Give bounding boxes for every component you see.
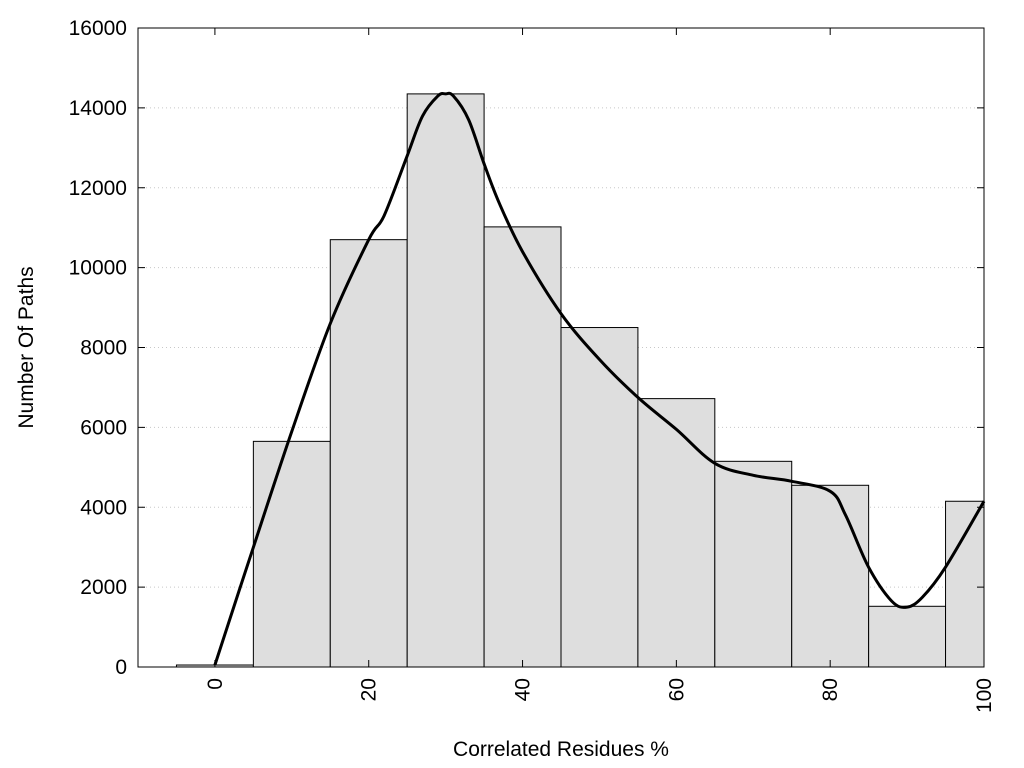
x-axis-title: Correlated Residues % xyxy=(453,738,669,761)
bars xyxy=(175,93,985,668)
histogram-bar xyxy=(868,605,947,668)
y-tick-label: 8000 xyxy=(80,337,127,360)
histogram-bar xyxy=(560,327,639,668)
x-axis-ticks: 0 20 40 60 80 100 xyxy=(204,28,996,713)
histogram-bar xyxy=(637,398,716,668)
x-tick-label: 60 xyxy=(665,678,688,701)
histogram-bar xyxy=(406,93,485,668)
histogram-bar xyxy=(329,239,408,668)
histogram-bar xyxy=(714,460,793,668)
density-curve-line xyxy=(213,91,986,666)
y-tick-label: 6000 xyxy=(80,416,127,439)
x-tick-label: 40 xyxy=(512,678,535,701)
y-tick-label: 12000 xyxy=(69,177,127,200)
x-tick-label: 20 xyxy=(358,678,381,701)
histogram-bar xyxy=(791,484,870,668)
y-tick-label: 10000 xyxy=(69,257,127,280)
x-tick-label: 0 xyxy=(204,678,227,690)
y-tick-label: 16000 xyxy=(69,17,127,40)
y-tick-label: 0 xyxy=(115,656,127,679)
y-tick-label: 14000 xyxy=(69,97,127,120)
histogram-bar xyxy=(945,500,985,668)
y-axis-ticks: 0 2000 4000 6000 8000 10000 12000 14000 16000 xyxy=(69,17,984,679)
y-tick-label: 2000 xyxy=(80,576,127,599)
y-tick-label: 4000 xyxy=(80,496,127,519)
density-curve xyxy=(213,91,986,666)
y-axis-title: Number Of Paths xyxy=(15,266,38,428)
histogram-bar xyxy=(252,440,331,668)
x-tick-label: 80 xyxy=(819,678,842,701)
x-tick-label: 100 xyxy=(973,678,996,713)
histogram-bar xyxy=(483,226,562,668)
